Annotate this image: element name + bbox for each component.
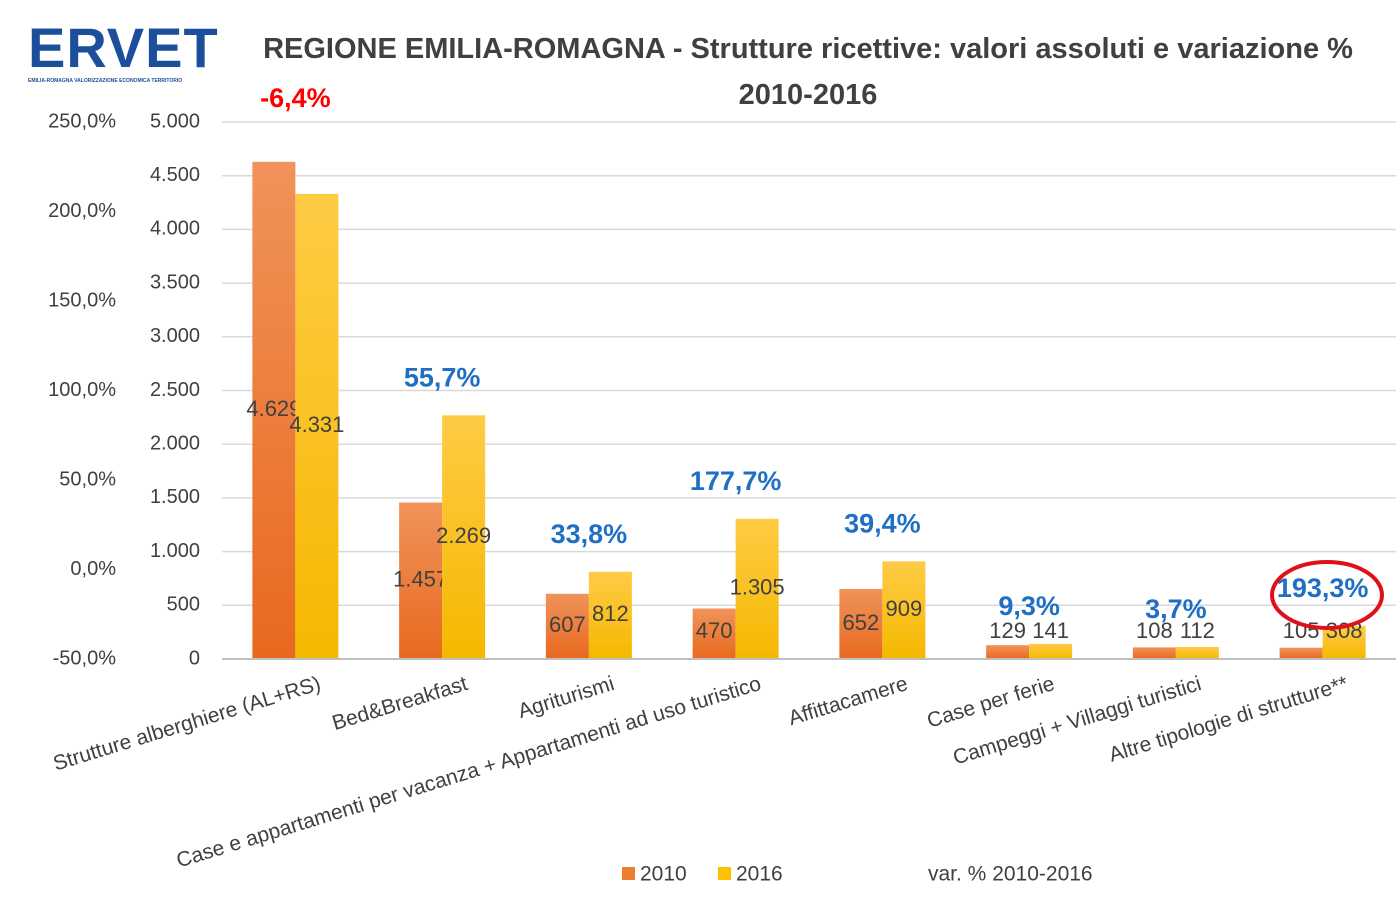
y2-tick-label: 50,0% (59, 468, 116, 490)
bar (252, 161, 296, 659)
value-label: 105 (1283, 618, 1320, 643)
value-label: 607 (549, 612, 586, 637)
bar (442, 415, 486, 659)
bar (735, 518, 779, 659)
bar (399, 502, 443, 659)
bar (588, 571, 632, 659)
x-tick-label: Agriturismi (515, 672, 617, 723)
y-tick-label: 3.000 (150, 325, 200, 347)
value-label: 812 (592, 601, 629, 626)
value-label: 112 (1180, 618, 1215, 643)
y-tick-label: 4.000 (150, 218, 200, 240)
variation-label: 9,3% (998, 591, 1060, 621)
bar (1322, 625, 1366, 659)
variation-label: 3,7% (1145, 594, 1207, 624)
y-tick-label: 3.500 (150, 271, 200, 293)
x-tick-label: Affittacamere (786, 672, 911, 730)
logo: ERVET EMILIA-ROMAGNA VALORIZZAZIONE ECON… (28, 16, 219, 85)
y2-tick-label: 250,0% (48, 110, 116, 132)
y2-tick-label: 0,0% (70, 558, 116, 580)
bar (1029, 643, 1073, 659)
value-label: 4.629 (246, 396, 301, 421)
y-tick-label: 2.000 (150, 432, 200, 454)
y-tick-label: 5.000 (150, 110, 200, 132)
y-tick-label: 500 (167, 594, 200, 616)
x-tick-label: Altre tipologie di strutture** (1106, 672, 1351, 767)
variation-point (1175, 562, 1177, 564)
value-label: 909 (886, 596, 923, 621)
variation-point (1322, 222, 1324, 224)
variation-label: 193,3% (1277, 573, 1369, 603)
legend-label: var. % 2010-2016 (928, 863, 1093, 886)
bar (692, 608, 736, 659)
value-label: 2.269 (436, 523, 491, 548)
value-label: 1.457 (393, 567, 448, 592)
value-label: 470 (696, 618, 733, 643)
y-tick-label: 0 (189, 647, 200, 669)
logo-name: ERVET (28, 16, 219, 79)
highlight-circle (1270, 560, 1384, 630)
variation-label: 33,8% (551, 519, 628, 549)
bar (882, 561, 926, 659)
bar (295, 193, 339, 660)
variation-label: 177,7% (690, 466, 782, 496)
y2-tick-label: -50,0% (53, 647, 117, 669)
value-label: 129 (989, 618, 1026, 643)
x-tick-label: Strutture alberghiere (AL+RS) (51, 672, 324, 775)
variation-point (588, 508, 590, 510)
logo-tagline: EMILIA-ROMAGNA VALORIZZAZIONE ECONOMICA … (28, 78, 183, 84)
bar (986, 645, 1030, 659)
variation-label: -6,4% (260, 83, 331, 113)
y-tick-label: 1.500 (150, 486, 200, 508)
value-label: 108 (1136, 618, 1173, 643)
y-tick-label: 2.500 (150, 379, 200, 401)
legend-swatch (622, 867, 635, 880)
y2-tick-label: 100,0% (48, 379, 116, 401)
y2-tick-label: 200,0% (48, 200, 116, 222)
legend-label: 2010 (640, 863, 687, 886)
value-label: 4.331 (289, 412, 344, 437)
bar (1175, 646, 1219, 659)
y-tick-label: 4.500 (150, 164, 200, 186)
bar (1132, 647, 1176, 659)
variation-point (735, 250, 737, 252)
bar (545, 593, 589, 659)
bar (839, 588, 883, 659)
legend-label: 2016 (736, 863, 783, 886)
y-tick-label: 1.000 (150, 540, 200, 562)
y2-tick-label: 150,0% (48, 289, 116, 311)
bar (1279, 647, 1323, 659)
value-label: 141 (1032, 618, 1069, 643)
variation-label: 39,4% (844, 508, 921, 538)
x-tick-label: Campeggi + Villaggi turistici (950, 672, 1204, 769)
chart-title: REGIONE EMILIA-ROMAGNA - Strutture ricet… (263, 33, 1353, 111)
value-label: 1.305 (730, 575, 785, 600)
x-tick-label: Bed&Breakfast (330, 672, 471, 735)
variation-label: 55,7% (404, 362, 481, 392)
value-label: 652 (843, 610, 880, 635)
legend-swatch (718, 867, 731, 880)
